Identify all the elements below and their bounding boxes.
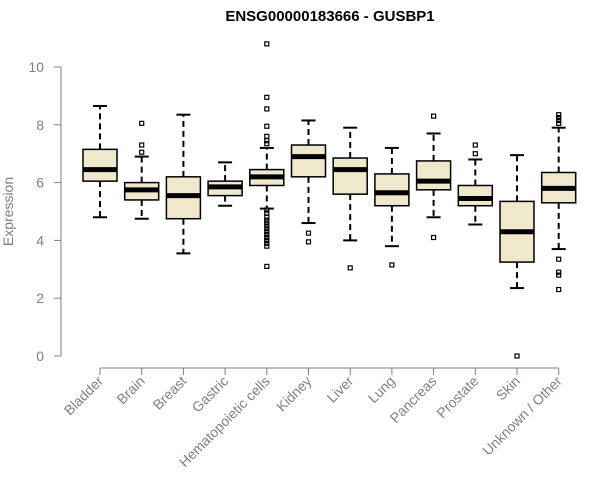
y-tick-label: 8	[36, 117, 44, 133]
outlier-point	[264, 263, 270, 270]
category-label: Lung	[365, 373, 398, 406]
box-group	[207, 161, 243, 207]
outlier-point	[431, 113, 437, 119]
box-group	[499, 154, 535, 359]
outlier-point	[305, 230, 312, 236]
outlier-point	[556, 272, 562, 278]
outlier-point	[264, 94, 270, 100]
outlier-point	[264, 220, 270, 226]
outlier-point	[264, 234, 270, 241]
outlier-point	[305, 239, 312, 245]
outlier-point	[264, 232, 270, 238]
outlier-point	[472, 142, 478, 148]
outlier-point	[556, 114, 562, 121]
box	[290, 144, 327, 178]
outlier-point	[139, 120, 145, 126]
outlier-point	[264, 217, 270, 223]
y-tick-label: 10	[28, 59, 44, 75]
outlier-point	[264, 237, 270, 243]
outlier-point	[264, 106, 270, 112]
box-group	[457, 142, 494, 226]
box	[415, 160, 452, 191]
box-group	[165, 113, 202, 255]
outlier-point	[389, 262, 395, 268]
y-axis-title: Expression	[0, 177, 16, 246]
outlier-point	[264, 138, 270, 144]
outlier-point	[264, 41, 270, 47]
box-group	[332, 126, 368, 271]
box-group	[540, 112, 577, 293]
outlier-point	[264, 123, 270, 129]
box	[457, 184, 494, 207]
outlier-point	[139, 142, 145, 148]
outlier-point	[431, 234, 437, 241]
box	[374, 173, 410, 207]
outlier-point	[556, 256, 562, 262]
outlier-point	[264, 207, 270, 213]
outlier-point	[556, 112, 562, 118]
y-tick-label: 2	[36, 290, 44, 306]
outlier-point	[556, 269, 562, 275]
category-label: Bladder	[61, 373, 107, 419]
box-group	[374, 146, 410, 268]
outlier-point	[264, 226, 270, 232]
category-label: Unknown / Other	[479, 373, 565, 459]
outlier-point	[556, 286, 562, 293]
axes	[54, 66, 560, 375]
category-label: Skin	[493, 373, 524, 404]
y-tick-label: 6	[36, 175, 44, 191]
outlier-point	[264, 240, 270, 246]
outlier-point	[556, 120, 562, 126]
outlier-point	[556, 117, 562, 124]
outlier-point	[347, 265, 353, 271]
box	[82, 148, 118, 182]
box-group	[249, 41, 285, 270]
outlier-point	[264, 223, 270, 229]
outlier-point	[264, 140, 270, 147]
category-label: Liver	[324, 373, 357, 406]
category-label: Breast	[150, 373, 190, 413]
outlier-point	[264, 229, 270, 235]
y-tick-label: 4	[36, 232, 44, 248]
outlier-point	[472, 151, 478, 157]
box-group	[123, 120, 160, 220]
box-group	[290, 119, 327, 245]
chart-title: ENSG00000183666 - GUSBP1	[225, 8, 435, 25]
box-group	[82, 105, 118, 219]
category-label: Kidney	[273, 373, 315, 415]
box-group	[415, 113, 452, 241]
box	[332, 157, 368, 195]
outlier-point	[264, 133, 270, 139]
outlier-point	[139, 149, 145, 155]
outlier-point	[264, 243, 270, 249]
category-label: Brain	[113, 373, 147, 407]
y-tick-label: 0	[36, 348, 44, 364]
outlier-point	[514, 353, 520, 359]
plot-marks	[82, 41, 577, 359]
category-label: Prostate	[433, 373, 481, 421]
outlier-point	[264, 214, 270, 220]
